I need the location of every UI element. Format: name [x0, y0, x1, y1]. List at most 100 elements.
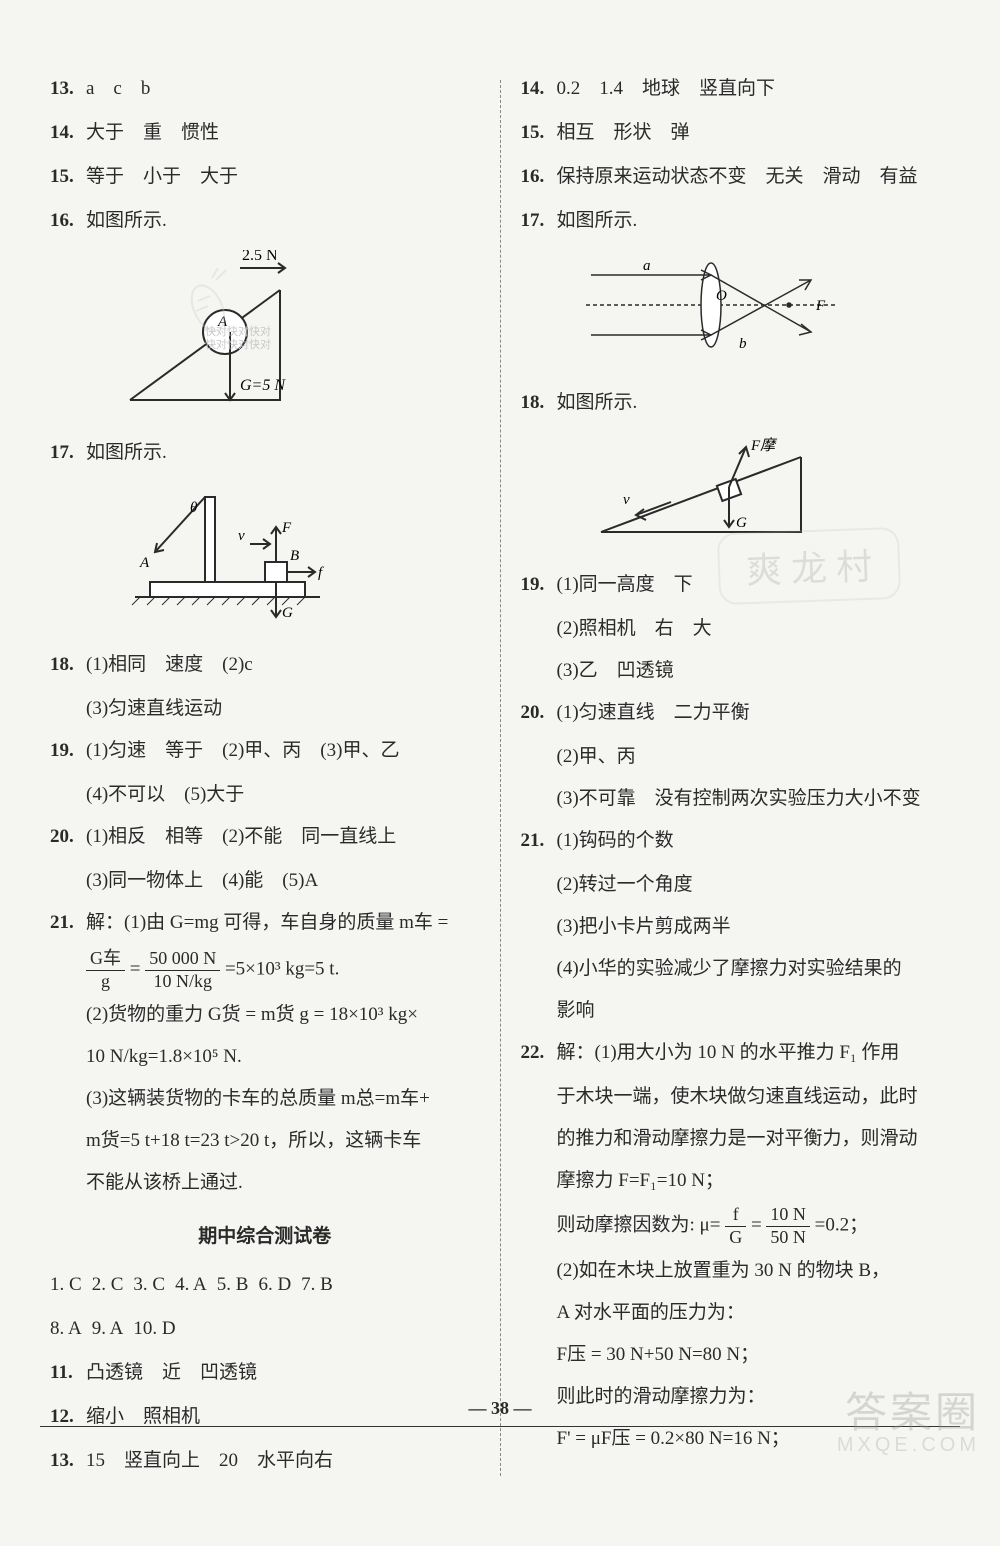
answer-18: 18. (1)相同 速度 (2)c: [50, 646, 480, 684]
answer-r20-sub2: (3)不可靠 没有控制两次实验压力大小不变: [557, 780, 951, 818]
q-text: (1)同一高度 下: [557, 574, 693, 595]
svg-text:f: f: [318, 565, 324, 581]
q-text: 凸透镜 近 凹透镜: [86, 1362, 257, 1383]
answer-r19-sub2: (3)乙 凹透镜: [557, 652, 951, 690]
svg-text:G: G: [282, 605, 293, 621]
answer-r14: 14. 0.2 1.4 地球 竖直向下: [521, 70, 951, 108]
answer-r22-p: F压 = 30 N+50 N=80 N；: [557, 1336, 951, 1374]
q-num: 20.: [521, 694, 545, 732]
answer-14: 14. 大于 重 惯性: [50, 114, 480, 152]
svg-text:v: v: [238, 528, 245, 544]
q-text: (1)匀速 等于 (2)甲、丙 (3)甲、乙: [86, 740, 399, 761]
answer-r21-sub4: 影响: [557, 992, 951, 1030]
mcq-row-1: 1. C2. C3. C4. A5. B6. D7. B: [50, 1266, 480, 1304]
q-num: 16.: [521, 158, 545, 196]
left-column: 13.a c b 14.大于 重 惯性 15.等于 小于 大于 16.如图所示.…: [30, 70, 500, 1486]
watermark-mid: 爽 龙 村: [717, 527, 901, 605]
answer-r20-sub1: (2)甲、丙: [557, 738, 951, 776]
q-num: 14.: [521, 70, 545, 108]
q-text: (1)匀速直线 二力平衡: [557, 702, 750, 723]
q-text: 如图所示.: [557, 210, 638, 231]
answer-r22-p: 的推力和滑动摩擦力是一对平衡力，则滑动: [557, 1120, 951, 1158]
q-num: 16.: [50, 202, 74, 240]
right-column: 14.0.2 1.4 地球 竖直向下 15.相互 形状 弹 16.保持原来运动状…: [501, 70, 971, 1486]
q-text: 缩小 照相机: [86, 1406, 200, 1427]
q-num: 14.: [50, 114, 74, 152]
svg-text:G=5 N: G=5 N: [240, 377, 286, 394]
svg-text:F摩: F摩: [750, 437, 778, 454]
svg-text:B: B: [290, 548, 299, 564]
q-num: 17.: [50, 434, 74, 472]
answer-r19-sub1: (2)照相机 右 大: [557, 610, 951, 648]
watermark-bottom-right: 答案圈 MXQE.COM: [837, 1379, 980, 1457]
answer-r22-frac: 则动摩擦因数为: μ= fG = 10 N50 N =0.2；: [557, 1204, 951, 1248]
answer-15: 15.等于 小于 大于: [50, 158, 480, 196]
answer-r22: 22. 解：(1)用大小为 10 N 的水平推力 F₁ 作用: [521, 1034, 951, 1072]
answer-11b: 11.凸透镜 近 凹透镜: [50, 1354, 480, 1392]
answer-19-sub: (4)不可以 (5)大于: [86, 776, 480, 814]
answer-r21-sub1: (2)转过一个角度: [557, 866, 951, 904]
q-num: 21.: [521, 822, 545, 860]
q-num: 18.: [50, 646, 74, 684]
answer-13: 13.a c b: [50, 70, 480, 108]
answer-21-p3c: 不能从该桥上通过.: [86, 1164, 480, 1202]
svg-text:b: b: [739, 336, 747, 352]
answer-r22-p: (2)如在木块上放置重为 30 N 的物块 B，: [557, 1252, 951, 1290]
svg-text:O: O: [716, 288, 727, 304]
page-rule: [40, 1426, 960, 1427]
q-text: 大于 重 惯性: [86, 122, 219, 143]
answer-21-frac: G车g = 50 000 N10 N/kg =5×10³ kg=5 t.: [86, 948, 480, 992]
answer-18-sub: (3)匀速直线运动: [86, 690, 480, 728]
q-num: 22.: [521, 1034, 545, 1072]
watermark-text: 答案圈: [837, 1379, 980, 1440]
answer-r21: 21. (1)钩码的个数: [521, 822, 951, 860]
page-number: 38: [469, 1398, 532, 1419]
answer-r22-p: 于木块一端，使木块做匀速直线运动，此时: [557, 1078, 951, 1116]
answer-r22-p: A 对水平面的压力为：: [557, 1294, 951, 1332]
page-container: 13.a c b 14.大于 重 惯性 15.等于 小于 大于 16.如图所示.…: [0, 0, 1000, 1546]
answer-21-p2: (2)货物的重力 G货 = m货 g = 18×10³ kg×: [86, 996, 480, 1034]
q-num: 20.: [50, 818, 74, 856]
answer-r22-p: 摩擦力 F=F₁=10 N；: [557, 1162, 951, 1200]
q-text: 如图所示.: [557, 392, 638, 413]
q-num: 19.: [50, 732, 74, 770]
svg-text:G: G: [736, 515, 747, 531]
answer-r21-sub3: (4)小华的实验减少了摩擦力对实验结果的: [557, 950, 951, 988]
q-text: 解：(1)用大小为 10 N 的水平推力 F₁ 作用: [557, 1042, 900, 1063]
q-num: 15.: [50, 158, 74, 196]
q-text: (1)相同 速度 (2)c: [86, 654, 253, 675]
svg-text:v: v: [623, 492, 630, 508]
figure-17-right: a b O F: [581, 250, 951, 374]
q-text: 如图所示.: [86, 210, 167, 231]
figure-17-left: θ A B F f G v: [110, 482, 480, 636]
answer-20-sub: (3)同一物体上 (4)能 (5)A: [86, 862, 480, 900]
mcq-row-2: 8. A9. A10. D: [50, 1310, 480, 1348]
svg-text:F: F: [281, 520, 292, 536]
answer-21-p3: (3)这辆装货物的卡车的总质量 m总=m车+: [86, 1080, 480, 1118]
svg-text:a: a: [643, 258, 651, 274]
q-text: (1)钩码的个数: [557, 830, 674, 851]
svg-text:θ: θ: [190, 500, 198, 516]
answer-16: 16. 如图所示.: [50, 202, 480, 240]
q-num: 15.: [521, 114, 545, 152]
figure-16-left: 2.5 N A G=5 N: [110, 250, 480, 424]
q-num: 18.: [521, 384, 545, 422]
q-text: 解：(1)由 G=mg 可得，车自身的质量 m车 =: [86, 912, 448, 933]
answer-21: 21. 解：(1)由 G=mg 可得，车自身的质量 m车 =: [50, 904, 480, 942]
q-num: 13.: [50, 1442, 74, 1480]
answer-r21-sub2: (3)把小卡片剪成两半: [557, 908, 951, 946]
answer-21-p2b: 10 N/kg=1.8×10⁵ N.: [86, 1038, 480, 1076]
q-num: 19.: [521, 566, 545, 604]
q-text: 如图所示.: [86, 442, 167, 463]
answer-r16: 16. 保持原来运动状态不变 无关 滑动 有益: [521, 158, 951, 196]
q-text: a c b: [86, 78, 150, 99]
q-num: 21.: [50, 904, 74, 942]
q-text: 0.2 1.4 地球 竖直向下: [557, 78, 776, 99]
svg-text:A: A: [139, 555, 150, 571]
answer-19: 19. (1)匀速 等于 (2)甲、丙 (3)甲、乙: [50, 732, 480, 770]
answer-r20: 20. (1)匀速直线 二力平衡: [521, 694, 951, 732]
q-text: 保持原来运动状态不变 无关 滑动 有益: [557, 166, 918, 187]
q-text: (1)相反 相等 (2)不能 同一直线上: [86, 826, 396, 847]
midterm-heading: 期中综合测试卷: [50, 1218, 480, 1256]
svg-text:F: F: [815, 298, 826, 314]
